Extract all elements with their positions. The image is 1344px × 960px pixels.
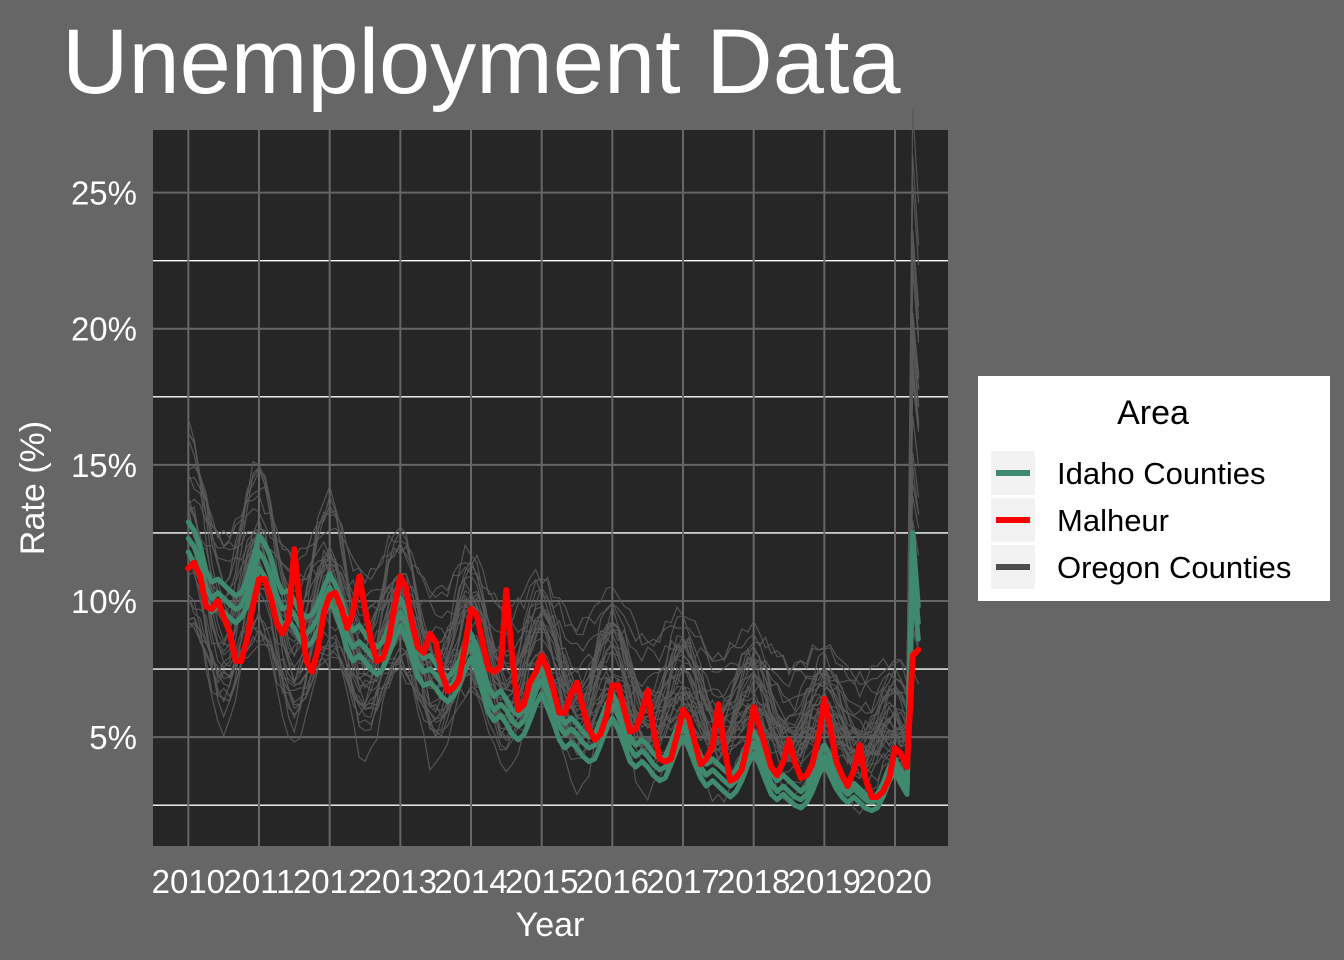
y-axis-title: Rate (%) <box>14 421 52 555</box>
series-line-malheur-3 <box>185 546 922 800</box>
series-line-idaho-counties-1 <box>185 549 921 814</box>
x-tick-label-3: 2013 <box>364 863 437 900</box>
oregon-county-line-27 <box>187 382 920 717</box>
x-tick-label-10: 2020 <box>858 863 931 900</box>
x-axis-ticks: 2010201120122013201420152016201720182019… <box>152 863 932 900</box>
oregon-county-line-31 <box>188 465 920 686</box>
x-tick-label-4: 2014 <box>434 863 507 900</box>
y-tick-label-2: 15% <box>71 447 137 484</box>
x-tick-label-1: 2011 <box>224 863 295 900</box>
plot-panel <box>153 130 948 846</box>
legend-label-1: Malheur <box>1057 503 1169 538</box>
x-tick-label-0: 2010 <box>152 863 225 900</box>
y-tick-label-0: 5% <box>89 719 137 756</box>
oregon-county-line-23 <box>187 365 920 767</box>
y-tick-label-3: 20% <box>71 311 137 348</box>
x-tick-label-9: 2019 <box>788 863 861 900</box>
legend-box <box>978 376 1330 601</box>
x-axis-title: Year <box>516 906 585 944</box>
oregon-counties-lines <box>187 108 920 815</box>
x-tick-label-2: 2012 <box>293 863 366 900</box>
x-tick-label-8: 2018 <box>717 863 790 900</box>
legend-label-2: Oregon Counties <box>1057 550 1291 585</box>
oregon-county-line-14 <box>187 245 920 764</box>
y-axis-ticks: 5% 10% 15% 20% 25% <box>71 175 137 756</box>
oregon-county-line-21 <box>187 346 920 750</box>
oregon-county-line-10 <box>187 379 920 715</box>
legend-label-0: Idaho Counties <box>1057 456 1266 491</box>
x-tick-label-6: 2016 <box>576 863 649 900</box>
x-tick-label-7: 2017 <box>646 863 719 900</box>
y-tick-label-4: 25% <box>71 175 137 212</box>
oregon-county-line-19 <box>187 184 920 735</box>
legend-title: Area <box>1117 394 1189 432</box>
x-tick-label-5: 2015 <box>505 863 578 900</box>
oregon-county-line-25 <box>187 432 920 754</box>
series-line-idaho-counties-2 <box>185 535 921 805</box>
legend-entries: Idaho Counties Malheur Oregon Counties <box>991 451 1291 589</box>
chart-title: Unemployment Data <box>62 11 901 113</box>
series-layer <box>185 519 922 814</box>
legend: Area Idaho Counties Malheur Oregon Countie… <box>978 376 1330 601</box>
y-tick-label-1: 10% <box>71 583 137 620</box>
